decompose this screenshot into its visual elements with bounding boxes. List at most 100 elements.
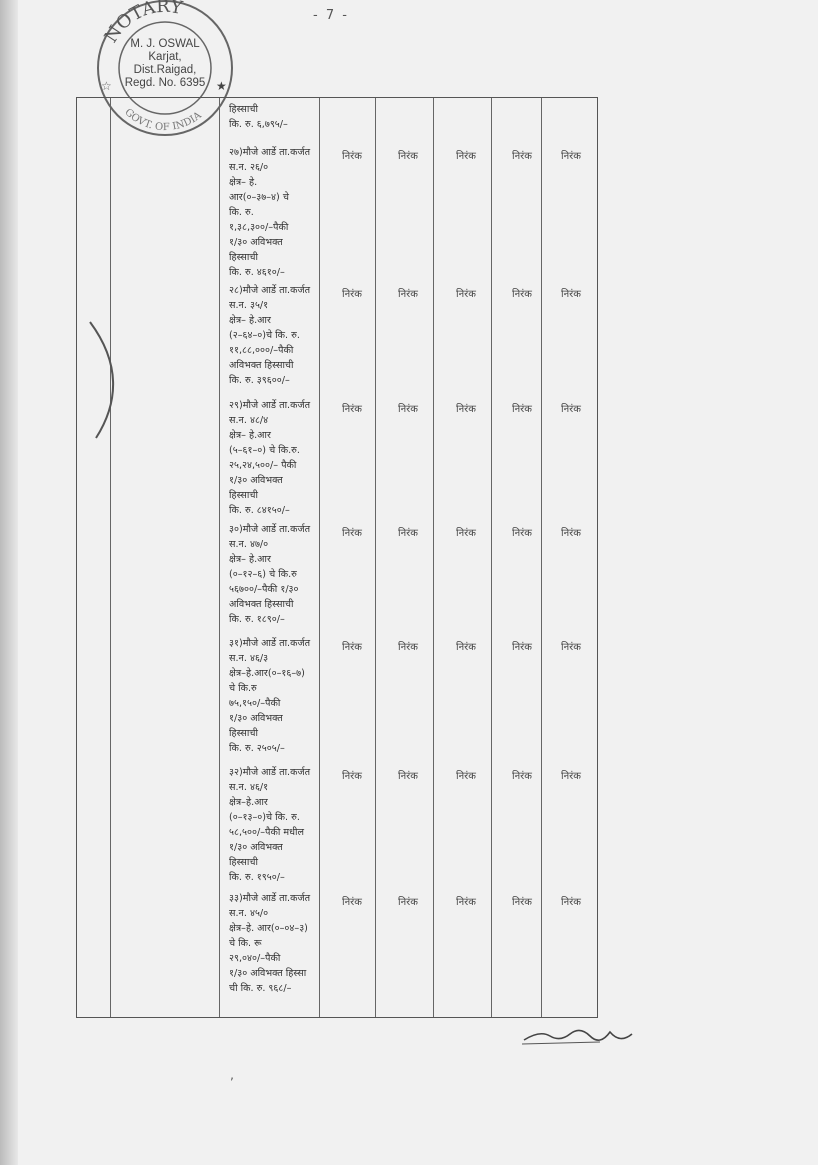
entry-line: स.न. ४६/१ — [229, 782, 269, 793]
stray-mark: ‚ — [230, 1068, 234, 1082]
entry-line: स.न. २६/० — [229, 162, 269, 173]
nil-cell: निरंक — [398, 642, 418, 653]
nil-cell: निरंक — [456, 151, 476, 162]
entry-line: हिस्साची — [229, 728, 258, 739]
nil-cell: निरंक — [561, 404, 581, 415]
nil-cell: निरंक — [512, 771, 532, 782]
entry-line: हिस्साची — [229, 252, 258, 263]
property-entry: ३१)मौजे आर्डे ता.कर्जत स.न. ४६/३ क्षेत्र–ह… — [229, 636, 310, 756]
entry-line: चे कि. रू — [229, 938, 262, 949]
property-entry: २८)मौजे आर्डे ता.कर्जत स.न. ३५/१ क्षेत्र– … — [229, 283, 310, 388]
nil-cell: निरंक — [398, 404, 418, 415]
notary-stamp: NOTARY GOVT. OF INDIA ☆ ★ — [97, 0, 233, 136]
entry-line: ३२)मौजे आर्डे ता.कर्जत — [229, 767, 311, 778]
entry-line: हिस्साची — [229, 490, 258, 501]
nil-cell: निरंक — [456, 897, 476, 908]
entry-line: १/३० अविभक्त — [229, 713, 283, 724]
property-entry: ३२)मौजे आर्डे ता.कर्जत स.न. ४६/१ क्षेत्र–ह… — [229, 765, 310, 885]
entry-line: ५८,५००/–पैकी मधील — [229, 827, 305, 838]
column-divider — [110, 98, 111, 1017]
property-table — [76, 97, 598, 1018]
star-icon: ☆ — [101, 79, 112, 93]
nil-cell: निरंक — [456, 404, 476, 415]
column-divider — [319, 98, 320, 1017]
nil-cell: निरंक — [561, 528, 581, 539]
entry-line: १,३८,३००/–पैकी — [229, 222, 289, 233]
entry-line: १/३० अविभक्त — [229, 237, 283, 248]
nil-cell: निरंक — [512, 289, 532, 300]
entry-line: (२–६४–०)चे कि. रु. — [229, 330, 300, 341]
nil-cell: निरंक — [398, 897, 418, 908]
nil-cell: निरंक — [512, 528, 532, 539]
entry-line: अविभक्त हिस्साची — [229, 360, 294, 371]
entry-line: ३०)मौजे आर्डे ता.कर्जत — [229, 524, 311, 535]
entry-line: स.न. ४७/० — [229, 539, 269, 550]
entry-line: आर(०–३७–४) चे — [229, 192, 289, 203]
entry-line: ची कि. रु. ९६८/– — [229, 983, 292, 994]
entry-line: क्षेत्र–हे. आर(०–०४–३) — [229, 923, 308, 934]
nil-cell: निरंक — [512, 151, 532, 162]
entry-line: स.न. ४८/४ — [229, 415, 269, 426]
entry-line: कि. रु. १८९०/– — [229, 614, 285, 625]
nil-cell: निरंक — [456, 771, 476, 782]
entry-line: स.न. ३५/१ — [229, 300, 269, 311]
column-divider — [375, 98, 376, 1017]
entry-line: स.न. ४६/३ — [229, 653, 269, 664]
nil-cell: निरंक — [512, 897, 532, 908]
partial-stamp-arc — [89, 321, 114, 439]
entry-line: ११,८८,०००/–पैकी — [229, 345, 294, 356]
nil-cell: निरंक — [342, 404, 362, 415]
page-number: - 7 - — [313, 8, 349, 23]
entry-line: क्षेत्र– हे.आर — [229, 554, 271, 565]
nil-cell: निरंक — [398, 528, 418, 539]
nil-cell: निरंक — [512, 642, 532, 653]
entry-line: कि. रु. २५०५/– — [229, 743, 285, 754]
nil-cell: निरंक — [456, 528, 476, 539]
property-entry: २७)मौजे आर्डे ता.कर्जत स.न. २६/० क्षेत्र– … — [229, 145, 310, 280]
stamp-regd: Regd. No. 6395 — [124, 77, 206, 89]
property-entry: हिस्साची कि. रु. ६,७९५/– — [229, 102, 288, 132]
nil-cell: निरंक — [561, 151, 581, 162]
entry-line: २७)मौजे आर्डे ता.कर्जत — [229, 147, 311, 158]
nil-cell: निरंक — [342, 528, 362, 539]
entry-line: ३३)मौजे आर्डे ता.कर्जत — [229, 893, 311, 904]
entry-line: कि. रु. — [229, 207, 254, 218]
nil-cell: निरंक — [456, 642, 476, 653]
nil-cell: निरंक — [342, 151, 362, 162]
nil-cell: निरंक — [342, 897, 362, 908]
entry-line: ५६७००/–पैकी १/३० — [229, 584, 299, 595]
entry-line: (०–१२–६) चे कि.रु — [229, 569, 297, 580]
nil-cell: निरंक — [561, 289, 581, 300]
nil-cell: निरंक — [342, 771, 362, 782]
column-divider — [219, 98, 220, 1017]
stamp-name: M. J. OSWAL — [130, 38, 200, 50]
column-divider — [433, 98, 434, 1017]
entry-line: २९)मौजे आर्डे ता.कर्जत — [229, 400, 311, 411]
property-entry: २९)मौजे आर्डे ता.कर्जत स.न. ४८/४ क्षेत्र– … — [229, 398, 310, 518]
entry-line: १/३० अविभक्त — [229, 842, 283, 853]
nil-cell: निरंक — [561, 642, 581, 653]
entry-line: अविभक्त हिस्साची — [229, 599, 294, 610]
nil-cell: निरंक — [342, 289, 362, 300]
entry-line: १/३० अविभक्त हिस्सा — [229, 968, 307, 979]
scan-edge — [0, 0, 18, 1165]
nil-cell: निरंक — [512, 404, 532, 415]
nil-cell: निरंक — [561, 897, 581, 908]
entry-line: कि. रु. ६,७९५/– — [229, 119, 288, 130]
nil-cell: निरंक — [342, 642, 362, 653]
entry-line: हिस्साची — [229, 104, 258, 115]
entry-line: क्षेत्र– हे.आर — [229, 315, 271, 326]
entry-line: क्षेत्र–हे.आर — [229, 797, 268, 808]
entry-line: कि. रु. १९५०/– — [229, 872, 285, 883]
nil-cell: निरंक — [398, 151, 418, 162]
entry-line: (०–१३–०)चे कि. रु. — [229, 812, 300, 823]
entry-line: कि. रु. ४६१०/– — [229, 267, 285, 278]
entry-line: स.न. ४५/० — [229, 908, 269, 919]
stamp-district: Dist.Raigad, — [133, 64, 197, 76]
entry-line: क्षेत्र– हे.आर — [229, 430, 271, 441]
stamp-city: Karjat, — [148, 51, 182, 63]
column-divider — [541, 98, 542, 1017]
entry-line: ३१)मौजे आर्डे ता.कर्जत — [229, 638, 311, 649]
property-entry: ३३)मौजे आर्डे ता.कर्जत स.न. ४५/० क्षेत्र–ह… — [229, 891, 310, 996]
column-divider — [491, 98, 492, 1017]
